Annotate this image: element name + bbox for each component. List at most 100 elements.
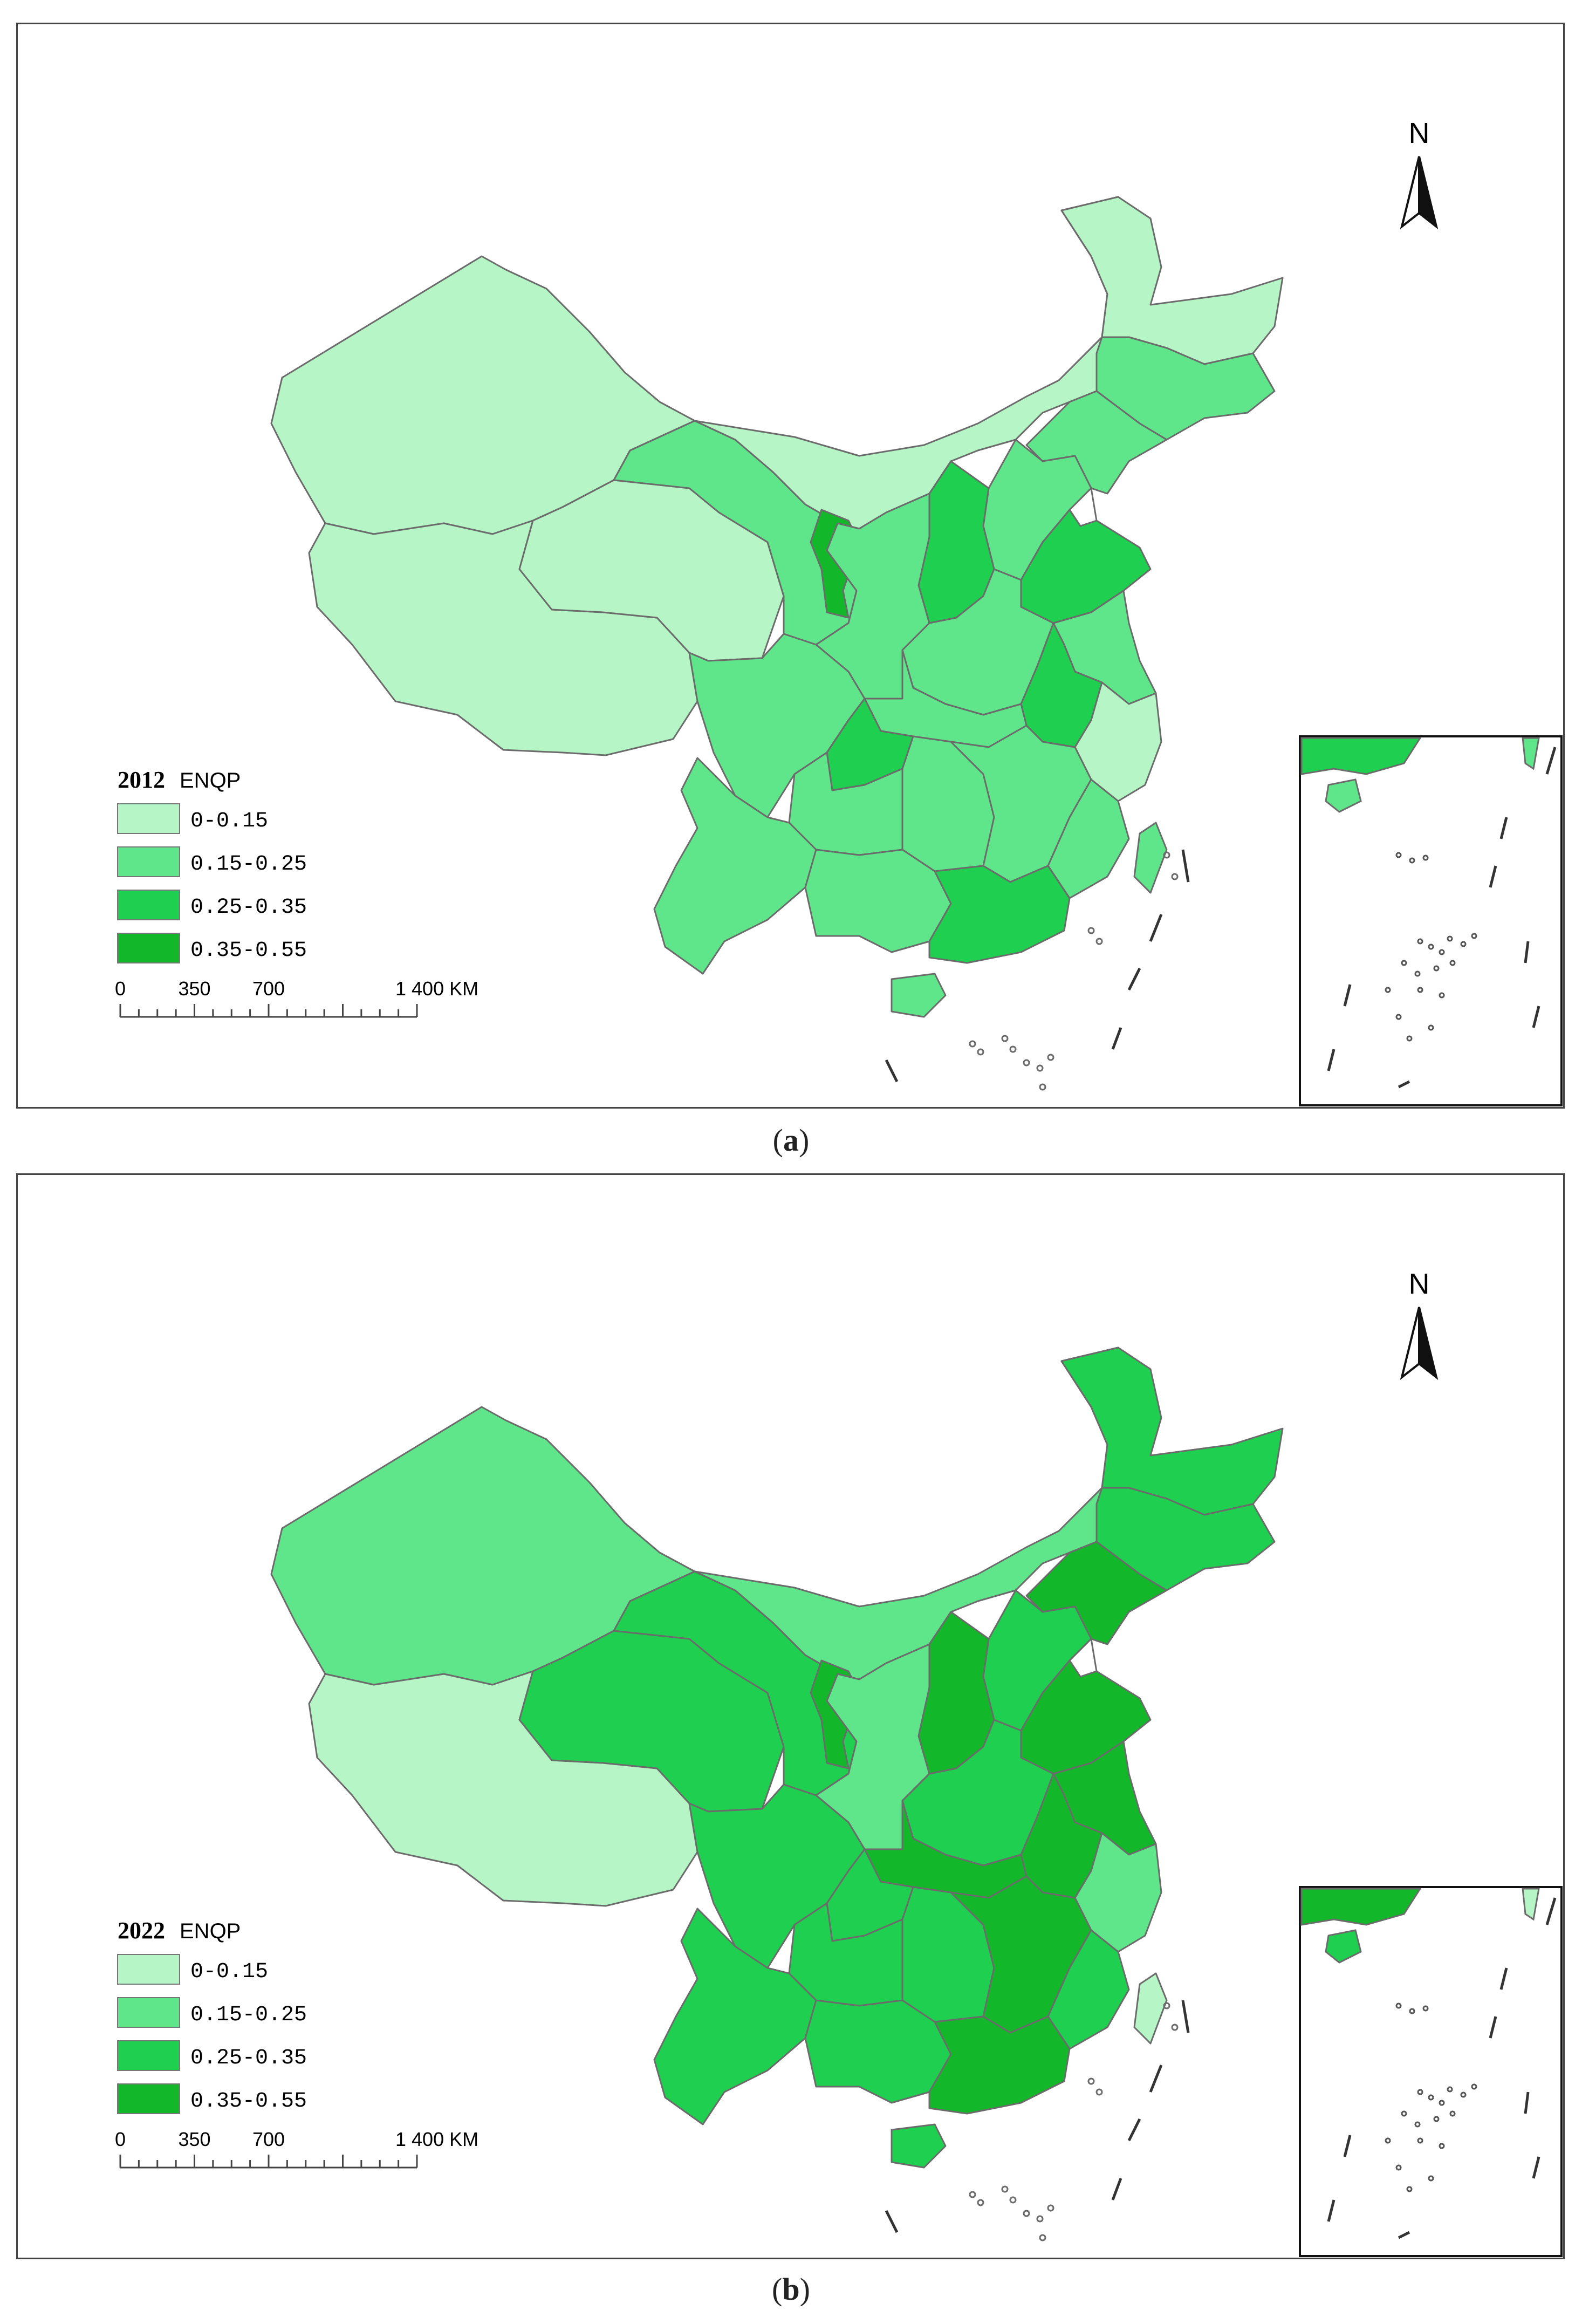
inset-island-mark xyxy=(1449,960,1456,966)
inset-boundary-dash xyxy=(1545,1897,1557,1925)
boundary-dash xyxy=(1127,2118,1141,2142)
inset-island-mark xyxy=(1428,2175,1434,2182)
north-arrow-left-icon xyxy=(1400,1307,1420,1380)
inset-island-mark xyxy=(1433,2116,1440,2122)
caption-close: ) xyxy=(799,1123,810,1158)
bohai-sea xyxy=(1069,486,1098,527)
boundary-dash xyxy=(1149,2065,1163,2093)
inset-island-mark xyxy=(1414,2121,1421,2128)
inset-island-mark xyxy=(1401,2110,1407,2117)
inset-island-mark xyxy=(1409,2008,1415,2014)
inset-island-mark xyxy=(1460,941,1467,947)
south-china-sea-inset xyxy=(1299,735,1563,1106)
inset-boundary-dash xyxy=(1489,2016,1497,2039)
region-yunnan xyxy=(653,1908,817,2125)
north-label: N xyxy=(1409,1268,1430,1300)
inset-island-mark xyxy=(1395,852,1402,858)
scale-label: 1 400 KM xyxy=(395,2128,478,2150)
region-zhejiang xyxy=(1074,681,1162,802)
island-mark xyxy=(977,1048,984,1056)
inset-island-mark xyxy=(1409,857,1415,864)
island-mark xyxy=(969,2191,976,2198)
island-mark xyxy=(1023,2210,1030,2217)
legend-label: 0.35-0.55 xyxy=(190,939,307,963)
legend-label: 0-0.15 xyxy=(190,809,268,833)
inset-island-mark xyxy=(1414,970,1421,977)
legend-swatch xyxy=(117,890,180,920)
island-mark xyxy=(977,2199,984,2206)
caption-close: ) xyxy=(799,2272,810,2307)
north-arrow-right-icon xyxy=(1418,156,1439,230)
legend: 2022 ENQP 0-0.15 0.15-0.25 0.25-0.35 0.35-0… xyxy=(117,1917,307,2114)
inset-boundary-dash xyxy=(1327,2199,1336,2222)
island-mark xyxy=(1009,1045,1017,1053)
region-taiwan xyxy=(1133,822,1168,894)
caption-letter: b xyxy=(782,2272,800,2307)
region-heilongjiang xyxy=(1060,1346,1284,1516)
legend-label: 0-0.15 xyxy=(190,1960,268,1984)
region-yunnan xyxy=(653,757,817,975)
island-mark xyxy=(1163,2002,1170,2009)
island-mark xyxy=(1001,1035,1009,1042)
region-hainan xyxy=(891,2123,947,2169)
scale-label: 700 xyxy=(252,2128,285,2150)
boundary-dash xyxy=(885,1059,899,1083)
north-arrow: N xyxy=(1400,1268,1439,1380)
legend-swatch xyxy=(117,803,180,834)
region-guangdong xyxy=(928,2015,1071,2115)
scale-bar: 0 350 700 1 400 KM xyxy=(115,978,478,1018)
inset-island-mark xyxy=(1422,2005,1429,2012)
inset-hainan xyxy=(1325,1929,1362,1964)
inset-boundary-dash xyxy=(1532,1006,1540,1028)
inset-island-mark xyxy=(1428,2094,1434,2101)
choropleth-map-a: N 2012 ENQP 0-0.15 0.15-0.25 0.25-0.35 0.35… xyxy=(115,117,1563,1106)
legend-year: 2012 xyxy=(118,767,165,793)
boundary-dash xyxy=(1127,967,1141,991)
inset-boundary-dash xyxy=(1532,2156,1540,2179)
legend-swatch xyxy=(117,2083,180,2114)
legend-label: 0.25-0.35 xyxy=(190,2046,307,2070)
region-heilongjiang xyxy=(1060,196,1284,365)
inset-island-mark xyxy=(1417,987,1423,993)
island-mark xyxy=(1023,1059,1030,1067)
legend-label: 0.25-0.35 xyxy=(190,896,307,920)
inset-boundary-dash xyxy=(1398,2231,1410,2239)
legend-indicator: ENQP xyxy=(180,769,241,792)
island-mark xyxy=(969,1040,976,1048)
inset-boundary-dash xyxy=(1343,984,1352,1007)
inset-island-mark xyxy=(1417,2137,1423,2144)
region-zhejiang xyxy=(1074,1832,1162,1953)
legend-swatch xyxy=(117,1997,180,2028)
map-panel-b: N 2022 ENQP 0-0.15 0.15-0.25 0.25-0.35 0.35… xyxy=(16,1173,1565,2259)
inset-island-mark xyxy=(1439,2143,1445,2149)
boundary-dash xyxy=(1149,914,1163,942)
caption-letter: a xyxy=(783,1123,799,1158)
map-panel-a: N 2012 ENQP 0-0.15 0.15-0.25 0.25-0.35 0.35… xyxy=(16,23,1565,1109)
caption-open: ( xyxy=(772,2272,783,2307)
scale-label: 350 xyxy=(178,978,210,1000)
inset-island-mark xyxy=(1447,935,1453,942)
legend-year: 2022 xyxy=(118,1917,165,1944)
island-mark xyxy=(1039,2234,1046,2241)
inset-island-mark xyxy=(1401,960,1407,966)
inset-boundary-dash xyxy=(1524,2091,1530,2114)
inset-island-mark xyxy=(1439,2100,1445,2106)
island-mark xyxy=(1095,938,1103,945)
legend-swatch xyxy=(117,1954,180,1985)
inset-island-mark xyxy=(1395,2002,1402,2009)
inset-island-mark xyxy=(1439,949,1445,955)
choropleth-map-b: N 2022 ENQP 0-0.15 0.15-0.25 0.25-0.35 0.35… xyxy=(115,1268,1563,2257)
island-mark xyxy=(1001,2185,1009,2193)
legend: 2012 ENQP 0-0.15 0.15-0.25 0.25-0.35 0.35-0… xyxy=(117,767,307,963)
island-mark xyxy=(1009,2196,1017,2204)
island-mark xyxy=(1087,2077,1095,2085)
boundary-dash xyxy=(1111,1027,1122,1050)
scale-label: 0 xyxy=(115,978,126,1000)
caption-a: (a) xyxy=(0,1122,1582,1158)
inset-island-mark xyxy=(1395,1014,1402,1020)
island-mark xyxy=(1171,2024,1179,2031)
inset-hainan xyxy=(1325,778,1362,813)
scale-bar: 0 350 700 1 400 KM xyxy=(115,2128,478,2169)
inset-island-mark xyxy=(1447,2086,1453,2093)
north-arrow-right-icon xyxy=(1418,1307,1439,1380)
